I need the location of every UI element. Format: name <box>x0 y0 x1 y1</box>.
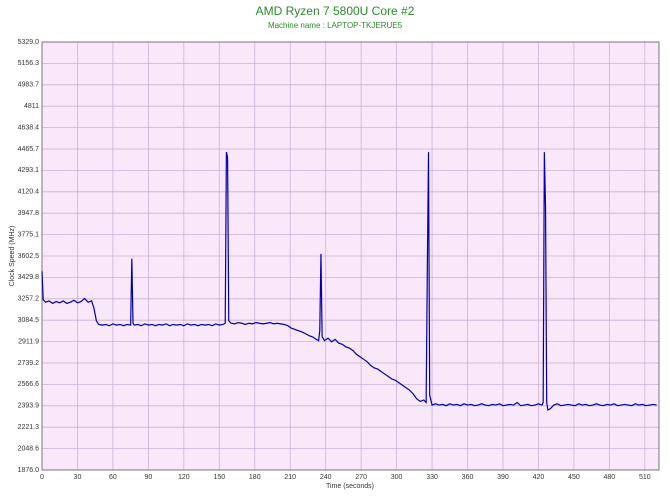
x-tick-label: 480 <box>604 474 616 481</box>
y-axis-label: Clock Speed (MHz) <box>9 226 16 287</box>
x-tick-label: 90 <box>144 474 152 481</box>
y-tick-label: 2566.6 <box>18 381 40 388</box>
y-tick-label: 2911.9 <box>18 338 39 345</box>
y-tick-label: 4293.1 <box>18 167 40 174</box>
y-tick-label: 2739.2 <box>18 360 40 367</box>
x-tick-label: 30 <box>74 474 82 481</box>
y-tick-label: 2048.6 <box>18 445 40 452</box>
x-tick-label: 390 <box>497 474 509 481</box>
x-tick-label: 300 <box>391 474 403 481</box>
y-tick-label: 5156.3 <box>18 60 40 67</box>
y-tick-label: 4638.4 <box>18 124 40 131</box>
y-tick-label: 3257.2 <box>18 296 40 303</box>
x-tick-label: 60 <box>109 474 117 481</box>
x-tick-label: 360 <box>462 474 474 481</box>
y-tick-label: 5329.0 <box>18 39 40 46</box>
x-tick-label: 210 <box>284 474 296 481</box>
x-tick-label: 120 <box>178 474 190 481</box>
y-tick-label: 2221.3 <box>18 424 40 431</box>
chart-subtitle: Machine name : LAPTOP-TKJERUE5 <box>268 21 403 30</box>
x-axis-label: Time (seconds) <box>326 483 374 490</box>
x-tick-label: 270 <box>355 474 367 481</box>
x-tick-label: 450 <box>568 474 580 481</box>
plot-border <box>41 41 660 471</box>
x-tick-label: 510 <box>639 474 651 481</box>
y-tick-label: 2393.9 <box>18 403 40 410</box>
x-tick-label: 0 <box>40 474 44 481</box>
data-line <box>41 152 657 411</box>
y-tick-label: 4465.7 <box>18 146 40 153</box>
y-tick-label: 3602.5 <box>18 253 40 260</box>
y-tick-label: 3084.5 <box>18 317 40 324</box>
y-tick-label: 3775.1 <box>18 231 40 238</box>
y-tick-label: 4983.7 <box>18 82 40 89</box>
x-tick-label: 150 <box>213 474 225 481</box>
y-tick-label: 3947.8 <box>18 210 40 217</box>
y-tick-label: 3429.8 <box>18 274 40 281</box>
x-tick-label: 420 <box>533 474 545 481</box>
y-tick-label: 4120.4 <box>18 189 40 196</box>
x-tick-label: 330 <box>426 474 438 481</box>
x-tick-label: 240 <box>320 474 332 481</box>
y-tick-label: 4811 <box>24 103 39 110</box>
chart-title: AMD Ryzen 7 5800U Core #2 <box>256 4 415 18</box>
y-tick-label: 1876.0 <box>18 467 40 474</box>
x-tick-label: 180 <box>249 474 261 481</box>
